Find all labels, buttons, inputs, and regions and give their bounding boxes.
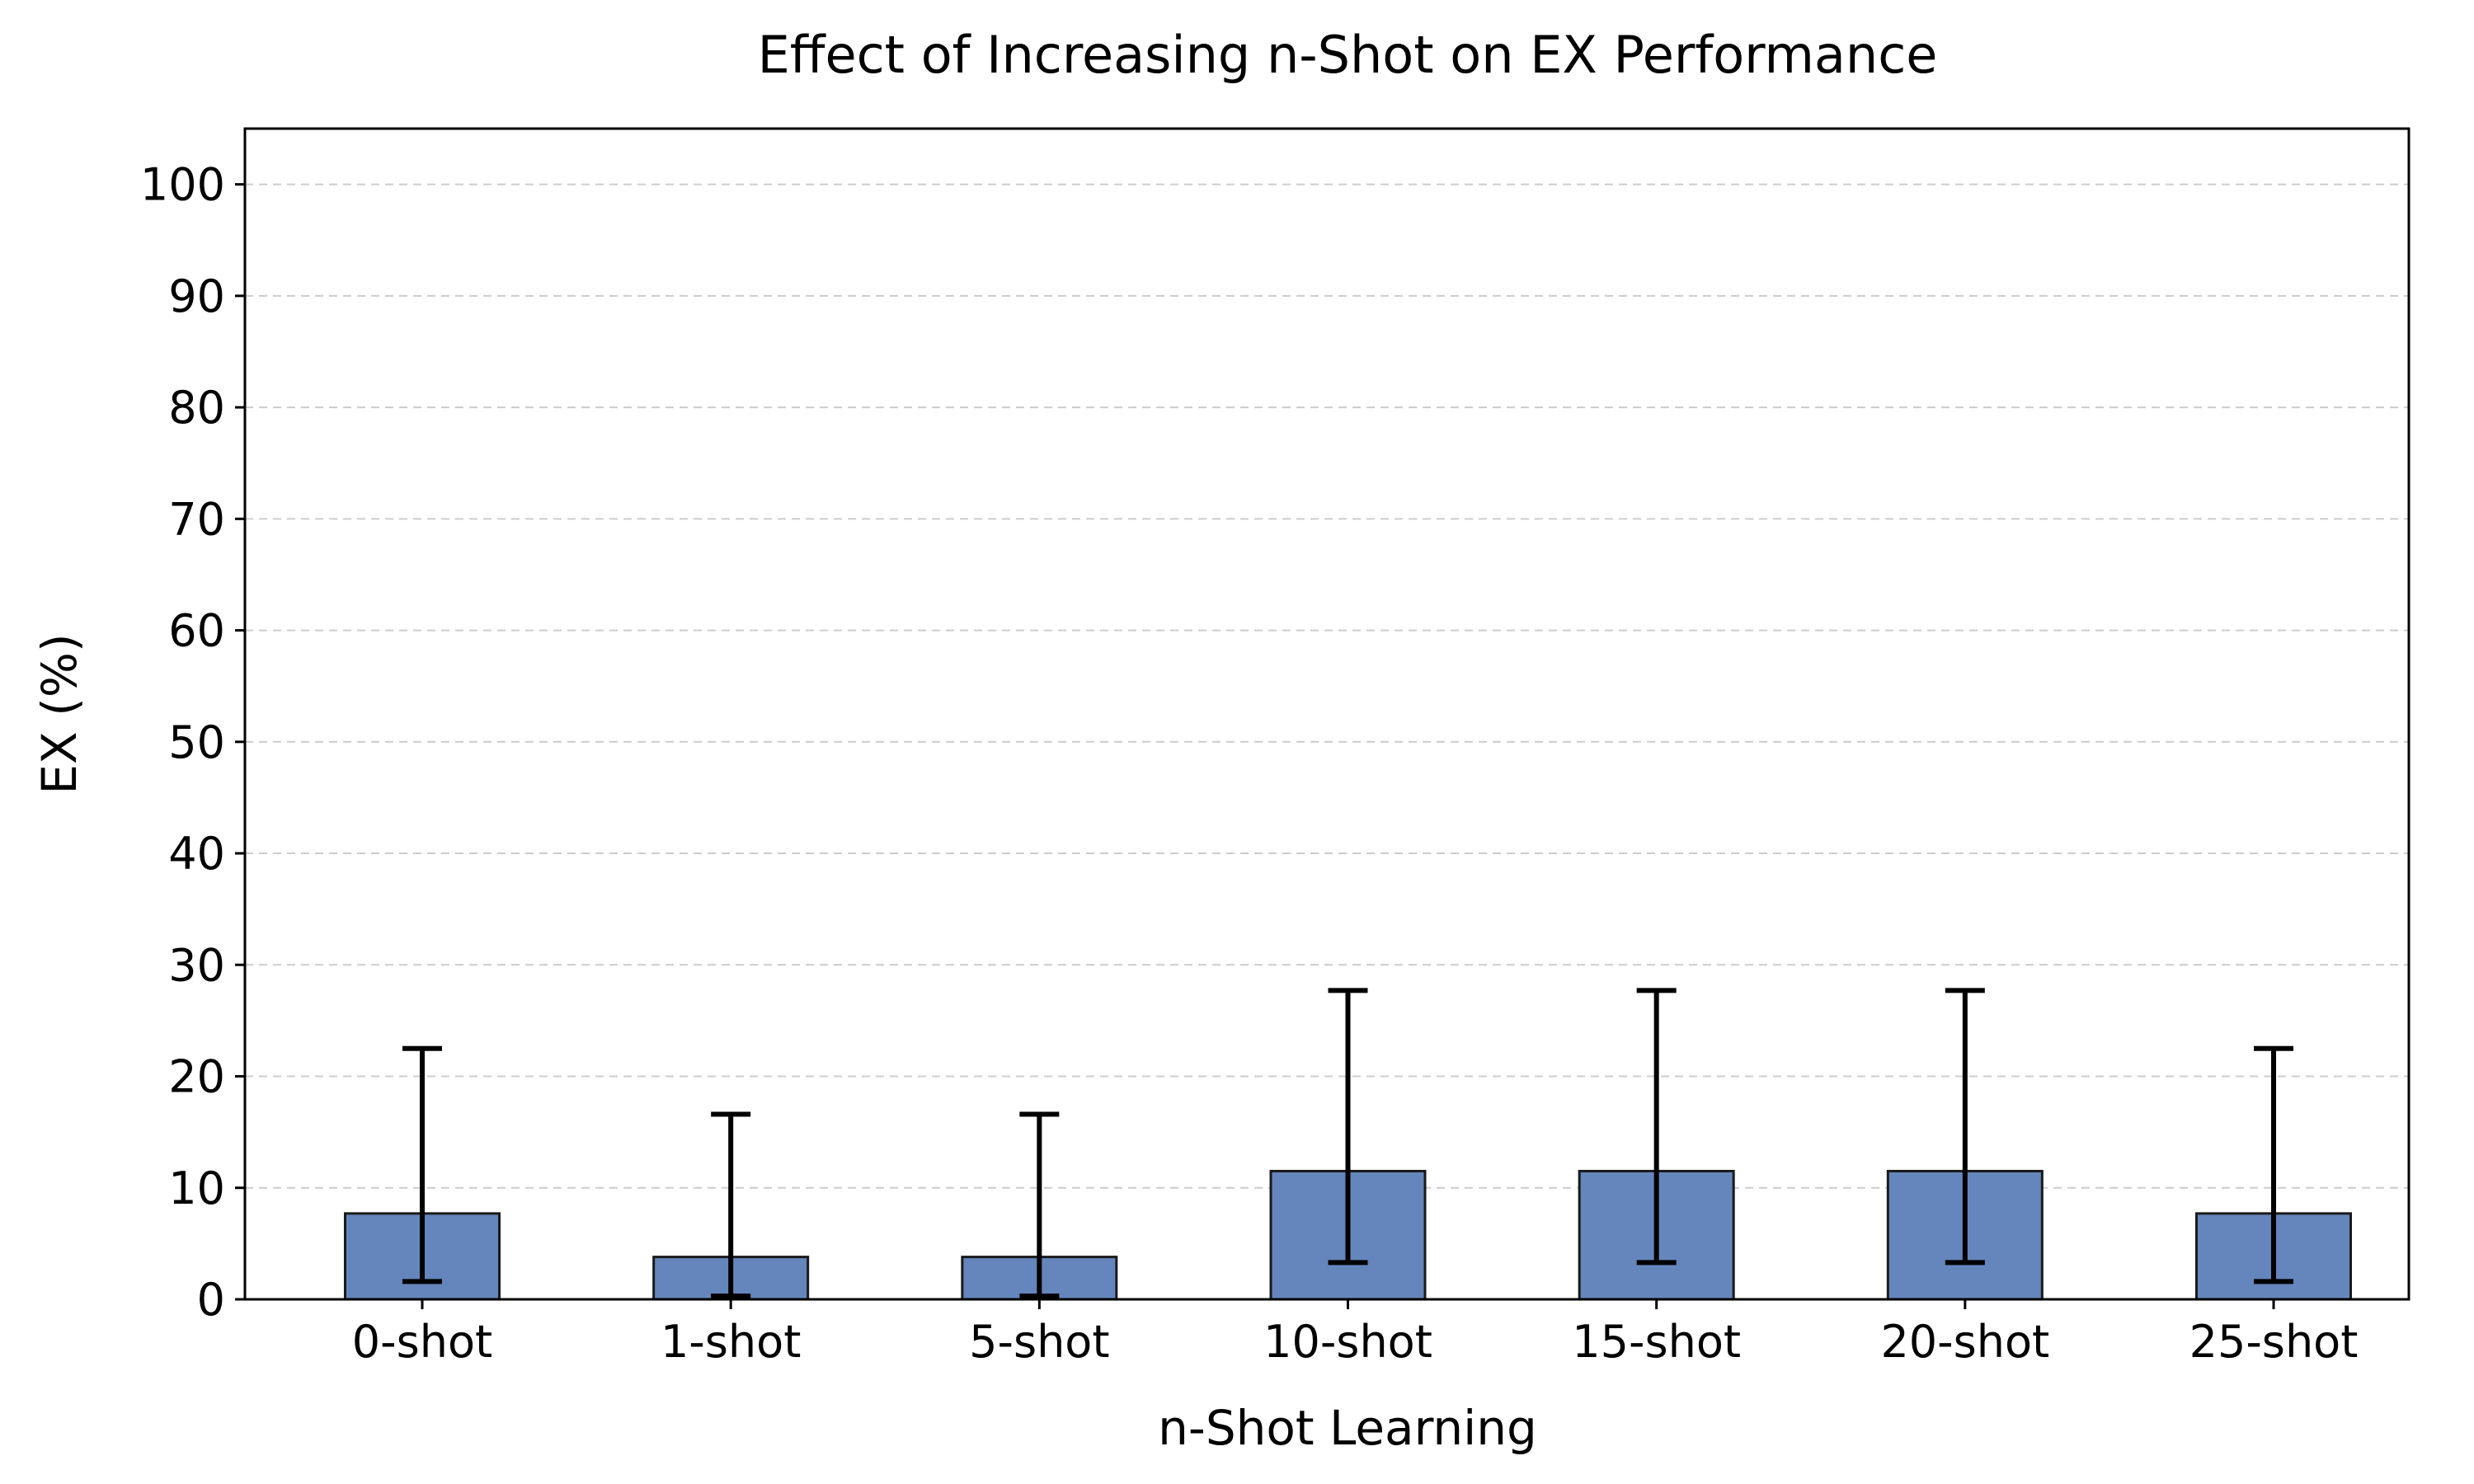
y-tick-label: 10 (168, 1162, 225, 1214)
x-tick-label: 5-shot (969, 1316, 1109, 1368)
y-tick-label: 0 (197, 1274, 225, 1326)
plot-frame (243, 127, 2411, 1301)
x-tick-label: 1-shot (661, 1316, 801, 1368)
chart-title: Effect of Increasing n-Shot on EX Perfor… (758, 25, 1938, 85)
grid-lines (245, 183, 2409, 1189)
y-tick-label: 70 (168, 493, 225, 545)
x-axis-label: n-Shot Learning (1158, 1400, 1537, 1456)
y-tick-label: 90 (168, 270, 225, 322)
y-axis-label: EX (%) (31, 633, 87, 794)
y-tick-label: 60 (168, 605, 225, 657)
y-tick-label: 20 (168, 1051, 225, 1103)
x-tick-label: 15-shot (1572, 1316, 1741, 1368)
y-tick-label: 30 (168, 939, 225, 991)
y-axis-ticks: 0 10 20 30 40 50 60 70 80 90 100 (140, 159, 245, 1326)
y-tick-label: 80 (168, 382, 225, 434)
error-bars (402, 988, 2293, 1298)
x-tick-label: 20-shot (1880, 1316, 2049, 1368)
x-tick-label: 0-shot (352, 1316, 492, 1368)
x-tick-label: 10-shot (1263, 1316, 1432, 1368)
y-tick-label: 40 (168, 828, 225, 880)
y-tick-label: 50 (168, 716, 225, 768)
y-tick-label: 100 (140, 159, 225, 211)
x-axis-ticks: 0-shot 1-shot 5-shot 10-shot 15-shot 20-shot 2… (352, 1299, 2359, 1368)
x-tick-label: 25-shot (2189, 1316, 2359, 1368)
